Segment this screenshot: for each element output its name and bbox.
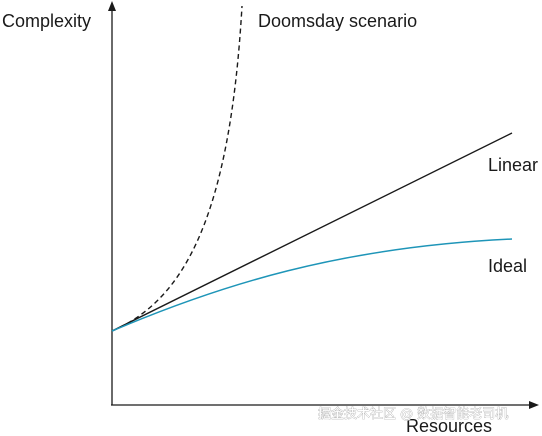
- y-axis-label: Complexity: [2, 11, 91, 31]
- linear-label: Linear: [488, 155, 538, 175]
- linear-line: [111, 132, 513, 332]
- doomsday-curve: [111, 5, 243, 332]
- ideal-label: Ideal: [488, 256, 527, 276]
- doomsday-label: Doomsday scenario: [258, 11, 417, 31]
- x-axis-label: Resources: [406, 416, 492, 436]
- ideal-curve: [111, 238, 513, 332]
- watermark: 掘金技术社区 @ 数据智能老司机: [318, 406, 508, 422]
